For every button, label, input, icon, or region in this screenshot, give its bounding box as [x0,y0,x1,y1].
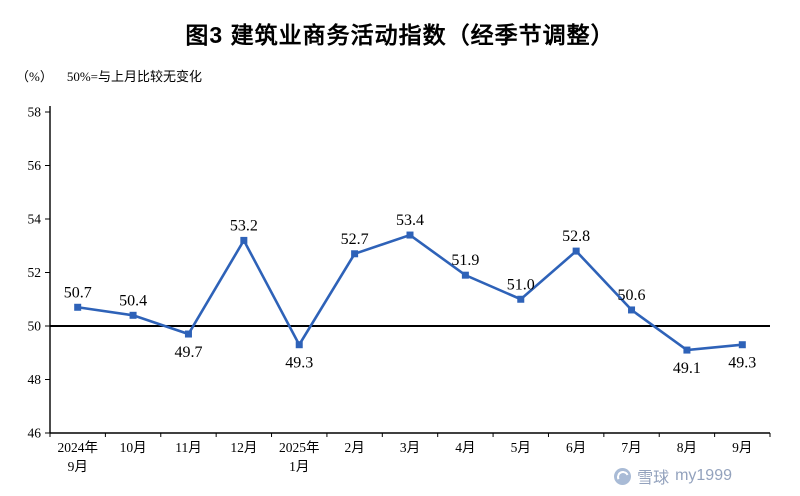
data-point-marker [74,303,82,311]
chart-canvas: 46 48 50 52 54 56 58 50.7 50.4 49.7 53.2 49.3 52.7 53… [28,105,771,474]
y-tick-label: 48 [28,372,42,387]
x-tick-label: 9月 [732,440,752,455]
data-point-marker [295,341,303,349]
y-tick-label: 58 [28,105,42,120]
y-tick-label: 50 [28,319,42,334]
reference-note: 50%=与上月比较无变化 [66,69,203,84]
data-point-marker [184,330,192,338]
x-tick-label: 11月 [175,440,202,455]
data-point-marker [628,306,636,314]
x-tick-label: 8月 [677,440,697,455]
data-point-label: 51.9 [451,252,479,269]
x-tick-label: 9月 [68,459,88,474]
x-tick-label: 4月 [455,440,475,455]
data-point-marker [572,247,580,255]
data-point-label: 49.3 [728,355,756,372]
watermark: 雪球 my1999 [614,464,732,488]
x-tick-label: 2024年 [57,440,98,455]
data-point-label: 53.4 [396,212,424,229]
data-point-marker [240,236,248,244]
x-tick-label: 2025年 [279,440,320,455]
data-point-marker [351,250,359,258]
data-point-marker [738,341,746,349]
data-point-label: 52.8 [562,228,590,245]
data-point-label: 50.7 [64,284,92,301]
line-chart: 46 48 50 52 54 56 58 50.7 50.4 49.7 53.2 49.3 52.7 53… [0,95,800,490]
data-point-label: 49.3 [285,355,313,372]
x-tick-label: 5月 [511,440,531,455]
y-tick-label: 46 [28,426,42,441]
xueqiu-logo-icon [614,467,632,485]
y-tick-label: 52 [28,265,42,280]
data-point-marker [683,346,691,354]
x-tick-label: 10月 [120,440,147,455]
y-tick-label: 56 [28,158,42,173]
chart-title: 图3 建筑业商务活动指数（经季节调整） [185,22,615,48]
y-tick-label: 54 [28,212,42,227]
x-tick-label: 12月 [230,440,257,455]
data-point-label: 49.1 [673,360,701,377]
x-tick-label: 7月 [621,440,641,455]
x-tick-label: 3月 [400,440,420,455]
data-point-label: 50.6 [618,287,646,304]
watermark-site: 雪球 [637,470,670,487]
data-point-marker [129,311,137,319]
data-point-marker [406,231,414,239]
x-tick-label: 2月 [344,440,364,455]
data-point-marker [517,295,525,303]
data-point-label: 51.0 [507,276,535,293]
x-tick-label: 1月 [289,459,309,474]
unit-label: （%） [16,69,53,84]
data-point-label: 49.7 [174,344,202,361]
data-point-marker [461,271,469,279]
data-point-label: 53.2 [230,217,258,234]
data-point-label: 52.7 [341,231,369,248]
data-point-label: 50.4 [119,292,147,309]
watermark-user: my1999 [675,467,732,484]
chart-subtitle: （%） 50%=与上月比较无变化 [16,66,202,85]
x-tick-label: 6月 [566,440,586,455]
